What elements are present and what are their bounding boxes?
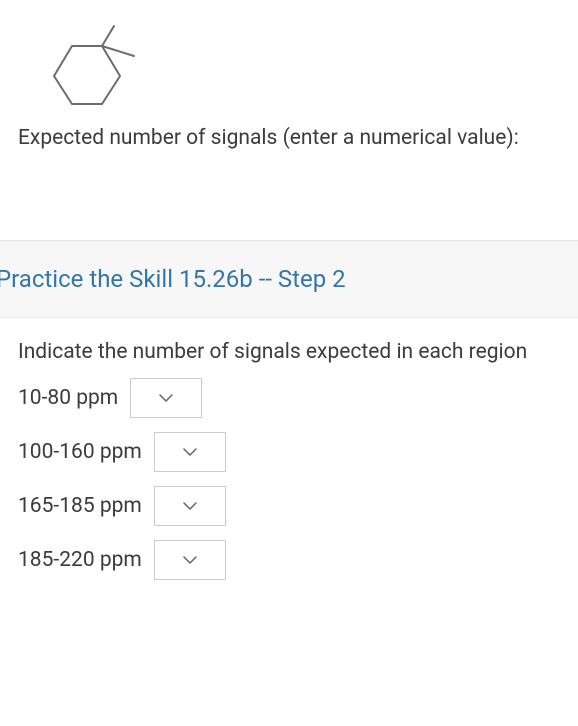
ppm-dropdown-10-80[interactable] bbox=[130, 378, 202, 418]
ppm-dropdown-185-220[interactable] bbox=[154, 540, 226, 580]
ppm-label: 100-160 ppm bbox=[18, 440, 142, 464]
step-header: Practice the Skill 15.26b -- Step 2 bbox=[0, 240, 578, 318]
ppm-dropdown-165-185[interactable] bbox=[154, 486, 226, 526]
molecule-structure bbox=[24, 18, 560, 114]
molecule-svg bbox=[24, 18, 144, 108]
ppm-label: 185-220 ppm bbox=[18, 548, 142, 572]
chevron-down-icon bbox=[183, 448, 197, 456]
ppm-row: 100-160 ppm bbox=[18, 432, 560, 472]
question-section: Expected number of signals (enter a nume… bbox=[0, 0, 578, 200]
chevron-down-icon bbox=[183, 502, 197, 510]
ppm-row: 165-185 ppm bbox=[18, 486, 560, 526]
signals-section: Indicate the number of signals expected … bbox=[0, 318, 578, 612]
chevron-down-icon bbox=[159, 394, 173, 402]
ppm-label: 165-185 ppm bbox=[18, 494, 142, 518]
step-title: Practice the Skill 15.26b -- Step 2 bbox=[0, 265, 578, 293]
question-text: Expected number of signals (enter a nume… bbox=[18, 126, 560, 150]
ppm-row: 185-220 ppm bbox=[18, 540, 560, 580]
chevron-down-icon bbox=[183, 556, 197, 564]
ppm-dropdown-100-160[interactable] bbox=[154, 432, 226, 472]
instruction-text: Indicate the number of signals expected … bbox=[18, 340, 560, 364]
ppm-row: 10-80 ppm bbox=[18, 378, 560, 418]
ppm-label: 10-80 ppm bbox=[18, 386, 118, 410]
